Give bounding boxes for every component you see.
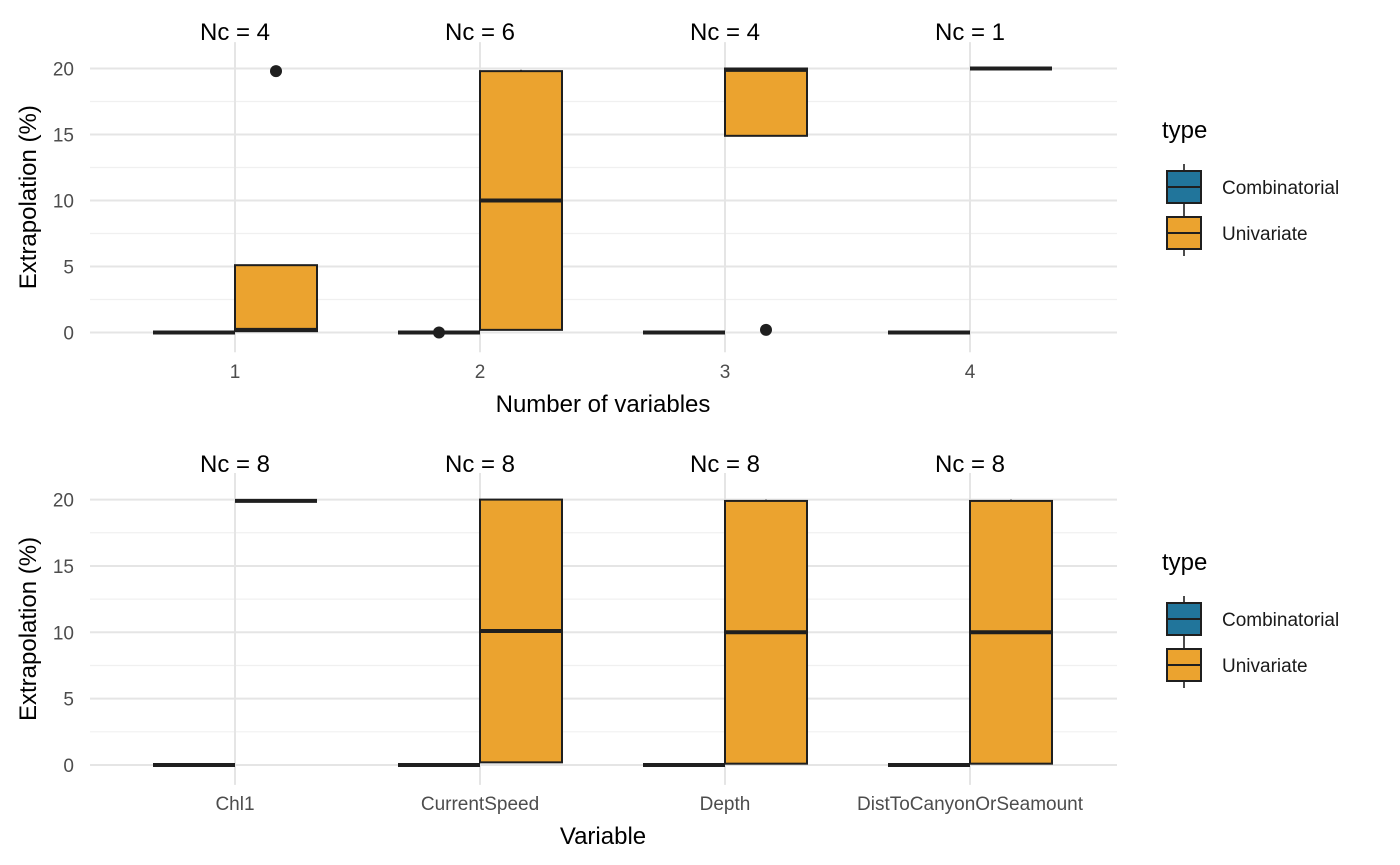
box-univariate-1 — [479, 69, 563, 331]
y-tick-label: 0 — [63, 324, 74, 345]
box-univariate-3 — [969, 499, 1053, 765]
legend-title: type — [1162, 549, 1207, 576]
y-tick-label: 20 — [53, 60, 74, 81]
legend-key-univariate — [1166, 210, 1202, 256]
legend: type Combinatorial Univariate — [1162, 549, 1339, 688]
x-tick-label: DistToCanyonOrSeamount — [857, 794, 1084, 815]
legend-key-combinatorial — [1166, 164, 1202, 210]
nc-annotation: Nc = 6 — [445, 19, 515, 46]
panel-number-of-variables: 0 5 10 15 20 1 2 3 4 Number of variables Extrapola… — [15, 19, 1339, 418]
legend-label: Univariate — [1222, 224, 1308, 245]
nc-annotation: Nc = 8 — [200, 451, 270, 478]
nc-annotation: Nc = 4 — [690, 19, 760, 46]
y-tick-label: 10 — [53, 623, 74, 644]
box-univariate-1 — [479, 498, 563, 764]
legend: type Combinatorial Univariate — [1162, 117, 1339, 256]
y-axis-title: Extrapolation (%) — [15, 105, 42, 289]
y-tick-label: 20 — [53, 491, 74, 512]
x-tick-label: 3 — [720, 362, 731, 383]
nc-annotation: Nc = 4 — [200, 19, 270, 46]
legend-label: Combinatorial — [1222, 610, 1339, 631]
x-axis-title: Variable — [560, 823, 646, 850]
x-axis-title: Number of variables — [496, 391, 711, 418]
legend-title: type — [1162, 117, 1207, 144]
nc-annotation: Nc = 8 — [935, 451, 1005, 478]
outlier-point — [270, 65, 282, 78]
y-tick-label: 5 — [63, 258, 74, 279]
y-axis-title: Extrapolation (%) — [15, 537, 42, 721]
y-tick-label: 5 — [63, 690, 74, 711]
nc-annotation: Nc = 8 — [445, 451, 515, 478]
box-combinatorial-1 — [398, 326, 480, 339]
outlier-point — [760, 323, 772, 336]
x-tick-label: Depth — [700, 794, 751, 815]
box-univariate-0 — [234, 65, 318, 333]
nc-annotation: Nc = 1 — [935, 19, 1005, 46]
x-tick-label: Chl1 — [215, 794, 254, 815]
y-tick-label: 15 — [53, 126, 74, 147]
y-tick-label: 0 — [63, 756, 74, 777]
x-tick-label: CurrentSpeed — [421, 794, 539, 815]
box-univariate-2 — [724, 67, 808, 336]
legend-key-combinatorial — [1166, 596, 1202, 642]
box-body — [234, 264, 318, 333]
x-tick-label: 1 — [230, 362, 241, 383]
box-univariate-2 — [724, 499, 808, 765]
legend-label: Univariate — [1222, 656, 1308, 677]
y-tick-label: 15 — [53, 557, 74, 578]
box-body — [724, 67, 808, 137]
nc-annotation: Nc = 8 — [690, 451, 760, 478]
legend-key-univariate — [1166, 642, 1202, 688]
y-tick-label: 10 — [53, 192, 74, 213]
x-tick-label: 2 — [475, 362, 486, 383]
legend-label: Combinatorial — [1222, 178, 1339, 199]
outlier-point — [433, 326, 445, 339]
x-tick-label: 4 — [965, 362, 976, 383]
panel-variable: 0 5 10 15 20 Chl1 CurrentSpeed Depth DistToCanyo… — [15, 451, 1339, 850]
